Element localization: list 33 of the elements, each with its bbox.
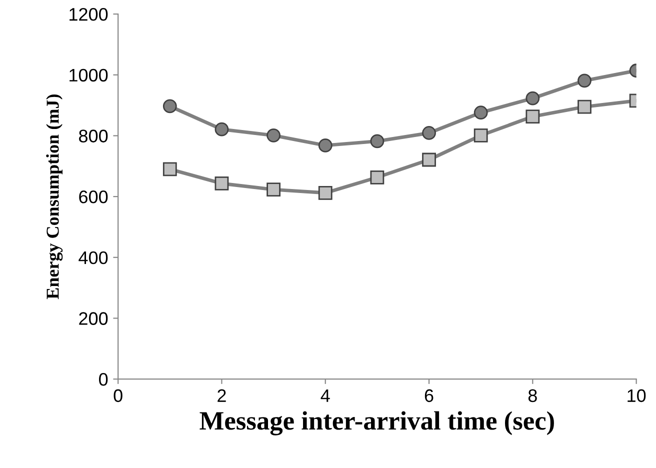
y-tick-label: 400 — [78, 251, 108, 264]
y-tick-label: 800 — [79, 130, 108, 142]
y-tick-label: 600 — [79, 190, 108, 204]
point — [578, 74, 592, 88]
x-tick-label: 8 — [528, 389, 537, 402]
point — [422, 126, 436, 140]
point — [214, 176, 229, 190]
point — [266, 128, 280, 142]
y-tick-label: 1000 — [70, 68, 108, 82]
point — [370, 134, 384, 148]
point — [162, 162, 177, 176]
point — [526, 91, 540, 106]
point — [266, 182, 280, 197]
x-tick-label: 6 — [424, 389, 434, 402]
point — [422, 152, 436, 167]
x-tick-label: 2 — [218, 389, 226, 402]
point — [162, 99, 177, 114]
point — [526, 110, 540, 124]
x-tick-label: 4 — [320, 389, 330, 402]
x-tick-label: 0 — [114, 389, 122, 402]
point — [578, 100, 592, 114]
y-axis-title: Energy Consumption (mJ) — [46, 94, 63, 300]
x-axis-title: Message inter-arrival time (sec) — [200, 411, 554, 436]
y-tick-label: 0 — [99, 373, 108, 386]
point — [474, 106, 488, 120]
point — [370, 170, 384, 184]
point — [474, 128, 488, 142]
y-tick-label: 200 — [79, 312, 108, 325]
x-tick-label: 10 — [628, 389, 646, 402]
point — [318, 186, 332, 200]
point — [318, 138, 332, 152]
y-tick-label: 1200 — [70, 8, 108, 21]
point — [214, 122, 229, 136]
